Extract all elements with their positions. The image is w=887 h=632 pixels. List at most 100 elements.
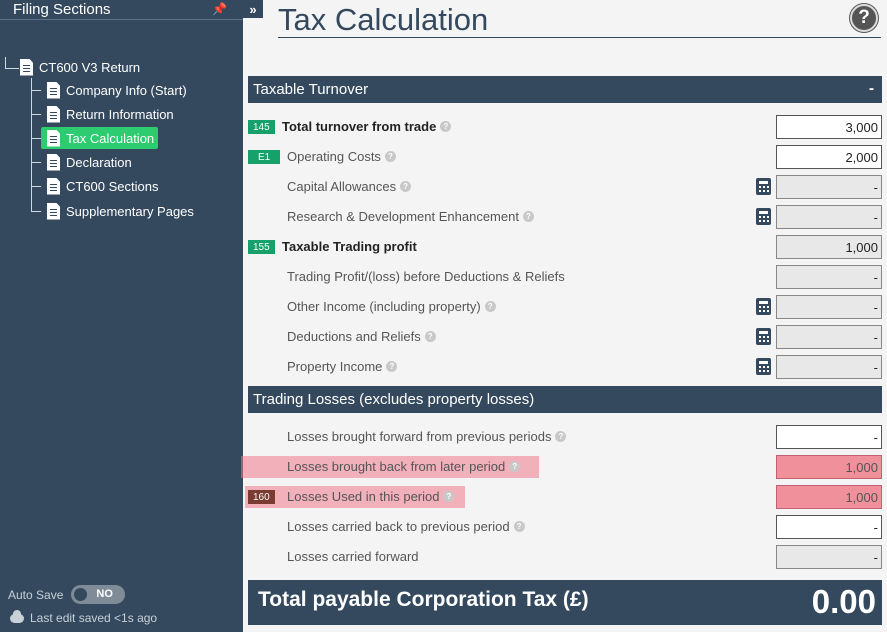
autosave-label: Auto Save (8, 587, 64, 602)
document-icon (47, 105, 60, 123)
section-title: Trading Losses (excludes property losses… (253, 391, 535, 408)
row-label: Trading Profit/(loss) before Deductions … (287, 269, 565, 284)
help-icon[interactable]: ? (440, 121, 452, 132)
tree-connector (31, 138, 41, 139)
sidebar-title: Filing Sections (13, 1, 111, 18)
losses-carried-forward-field (776, 545, 882, 569)
row-label: Losses carried forward (287, 549, 419, 564)
losses-carried-back-input[interactable] (776, 515, 882, 539)
help-icon[interactable]: ? (384, 151, 396, 162)
row-label: Property Income? (287, 359, 398, 374)
section-header-trading-losses[interactable]: Trading Losses (excludes property losses… (248, 386, 882, 413)
row-label: Total turnover from trade? (282, 119, 452, 134)
help-icon[interactable]: ? (443, 491, 455, 502)
row-losses-used: 160 Losses Used in this period? (248, 484, 882, 510)
tree-connector (31, 186, 41, 187)
tree-connector (5, 68, 19, 69)
help-icon[interactable]: ? (386, 361, 398, 372)
sidebar: Filing Sections 📌 CT600 V3 Return Compan… (0, 0, 243, 632)
help-icon[interactable]: ? (484, 301, 496, 312)
tree-connector (5, 57, 6, 68)
box-number-badge: E1 (248, 150, 281, 164)
row-losses-carried-forward: Losses carried forward (248, 544, 882, 570)
last-saved-text: Last edit saved <1s ago (30, 611, 158, 625)
row-losses-brought-back: Losses brought back from later period? (248, 454, 882, 480)
tree-connector (31, 78, 32, 212)
row-total-turnover: 145 Total turnover from trade? (248, 114, 882, 140)
tree-connector (31, 211, 41, 212)
sidebar-item-tax-calculation[interactable]: Tax Calculation (41, 127, 159, 149)
capital-allowances-field (776, 175, 882, 199)
losses-brought-forward-input[interactable] (776, 425, 882, 449)
row-other-income: Other Income (including property)? (248, 294, 882, 320)
pin-icon[interactable]: 📌 (212, 2, 227, 16)
sidebar-toggle-button[interactable]: » (243, 0, 263, 18)
property-income-field (776, 355, 882, 379)
calculator-icon[interactable] (756, 208, 771, 225)
total-label: Total payable Corporation Tax (£) (258, 588, 589, 611)
sidebar-item-label: CT600 Sections (66, 178, 159, 194)
help-icon[interactable]: ? (424, 331, 436, 342)
help-icon[interactable]: ? (555, 431, 567, 442)
taxable-profit-field (776, 235, 882, 259)
row-losses-carried-back: Losses carried back to previous period? (248, 514, 882, 540)
tree-root-ct600[interactable]: CT600 V3 Return (20, 55, 140, 79)
sidebar-header: Filing Sections 📌 (0, 0, 243, 20)
turnover-input[interactable] (776, 115, 882, 139)
row-label: Taxable Trading profit (282, 239, 417, 254)
section-header-taxable-turnover[interactable]: Taxable Turnover - (248, 76, 882, 103)
help-icon[interactable]: ? (522, 211, 534, 222)
losses-brought-back-input[interactable] (776, 455, 882, 479)
autosave-toggle[interactable]: NO (71, 585, 126, 604)
help-icon[interactable]: ? (400, 181, 412, 192)
row-label: Capital Allowances? (287, 179, 412, 194)
box-number-badge: 155 (248, 240, 275, 254)
deductions-reliefs-field (776, 325, 882, 349)
operating-costs-input[interactable] (776, 145, 882, 169)
sidebar-item-label: Tax Calculation (66, 130, 155, 146)
title-divider (278, 37, 881, 38)
total-payable-bar: Total payable Corporation Tax (£) 0.00 (248, 580, 882, 625)
toggle-state: NO (96, 588, 113, 600)
collapse-button[interactable]: - (869, 80, 874, 97)
row-property-income: Property Income? (248, 354, 882, 380)
calculator-icon[interactable] (756, 328, 771, 345)
help-icon[interactable]: ? (509, 461, 521, 472)
calculator-icon[interactable] (756, 178, 771, 195)
sidebar-item-label: Company Info (Start) (66, 82, 187, 98)
trading-profit-before-field (776, 265, 882, 289)
sidebar-item-declaration[interactable]: Declaration (41, 151, 136, 173)
sidebar-item-label: Declaration (66, 154, 132, 170)
document-icon (47, 153, 60, 171)
document-icon (47, 202, 60, 220)
tree-connector (31, 162, 41, 163)
warning-highlight (245, 486, 465, 508)
help-icon[interactable]: ? (513, 521, 525, 532)
row-losses-brought-forward: Losses brought forward from previous per… (248, 424, 882, 450)
help-icon[interactable]: ? (850, 4, 878, 32)
page-title: Tax Calculation (278, 2, 489, 37)
tree-root-label: CT600 V3 Return (39, 59, 141, 75)
row-label: Research & Development Enhancement? (287, 209, 534, 224)
document-icon (20, 58, 33, 76)
document-icon (47, 81, 60, 99)
tree-connector (31, 90, 41, 91)
autosave-control: Auto Save NO (8, 585, 126, 604)
row-trading-profit-before: Trading Profit/(loss) before Deductions … (248, 264, 882, 290)
row-label: Deductions and Reliefs? (287, 329, 436, 344)
tree-connector (31, 114, 41, 115)
row-label: Operating Costs? (287, 149, 396, 164)
calculator-icon[interactable] (756, 298, 771, 315)
sidebar-item-company-info[interactable]: Company Info (Start) (41, 79, 191, 101)
sidebar-item-return-information[interactable]: Return Information (41, 103, 178, 125)
sidebar-item-supplementary-pages[interactable]: Supplementary Pages (41, 200, 198, 222)
sidebar-item-ct600-sections[interactable]: CT600 Sections (41, 175, 163, 197)
rd-enhancement-field (776, 205, 882, 229)
last-saved-status: Last edit saved <1s ago (10, 609, 158, 625)
row-label: Losses brought back from later period? (287, 459, 521, 474)
document-icon (47, 129, 60, 147)
losses-used-field (776, 485, 882, 509)
row-capital-allowances: Capital Allowances? (248, 174, 882, 200)
calculator-icon[interactable] (756, 358, 771, 375)
document-icon (47, 177, 60, 195)
